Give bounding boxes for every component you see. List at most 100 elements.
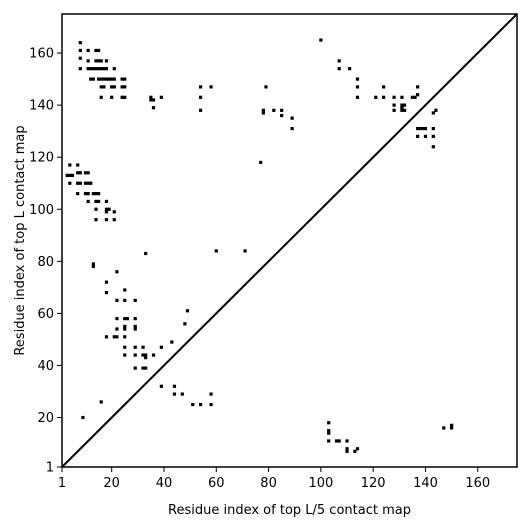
y-tick-label: 20 bbox=[37, 411, 54, 426]
contact-point bbox=[97, 67, 101, 71]
contact-point bbox=[355, 95, 360, 99]
contact-point bbox=[144, 366, 148, 370]
contact-point bbox=[423, 126, 428, 131]
contact-point bbox=[431, 111, 435, 115]
contact-point bbox=[133, 345, 137, 349]
contact-point bbox=[91, 67, 95, 71]
contact-point bbox=[94, 199, 98, 204]
contact-point bbox=[120, 77, 124, 81]
contact-point bbox=[133, 327, 137, 331]
contact-point bbox=[97, 77, 101, 81]
contact-point bbox=[261, 108, 265, 112]
contact-point bbox=[402, 103, 407, 107]
plot-frame bbox=[61, 13, 518, 468]
contact-point bbox=[345, 439, 349, 443]
contact-point bbox=[392, 103, 396, 107]
contact-point bbox=[104, 207, 109, 211]
contact-point bbox=[86, 59, 90, 63]
contact-point bbox=[97, 48, 101, 53]
contact-point bbox=[78, 41, 82, 45]
contact-point bbox=[91, 262, 95, 266]
x-tick-label: 160 bbox=[465, 476, 490, 491]
contact-point bbox=[112, 77, 116, 81]
contact-point bbox=[374, 95, 378, 99]
x-axis-label: Residue index of top L/5 contact map bbox=[168, 503, 411, 518]
contact-point bbox=[99, 59, 103, 63]
contact-point bbox=[94, 48, 98, 53]
contact-point bbox=[334, 439, 339, 443]
contact-point bbox=[123, 95, 127, 99]
contact-point bbox=[104, 280, 109, 284]
contact-point bbox=[86, 199, 90, 204]
contact-point bbox=[94, 67, 98, 71]
diagonal-line bbox=[61, 13, 518, 468]
contact-point bbox=[290, 116, 294, 120]
contact-point bbox=[423, 134, 428, 138]
contact-point bbox=[259, 160, 263, 164]
contact-point bbox=[78, 56, 82, 60]
contact-point bbox=[68, 181, 72, 185]
contact-point bbox=[110, 95, 114, 99]
x-axis-ticks: 1 20 40 60 80 100 120 140 160 bbox=[58, 467, 490, 491]
contact-point bbox=[115, 298, 119, 302]
contact-point bbox=[327, 421, 331, 425]
contact-point bbox=[159, 384, 163, 388]
contact-point bbox=[214, 249, 218, 253]
contact-point bbox=[400, 95, 404, 99]
contact-point bbox=[133, 317, 137, 321]
contact-point bbox=[434, 108, 438, 112]
contact-point bbox=[123, 335, 127, 339]
contact-point bbox=[94, 218, 98, 222]
contact-point bbox=[81, 415, 85, 420]
contact-point bbox=[102, 85, 106, 89]
contact-point bbox=[86, 192, 90, 196]
contact-point bbox=[280, 108, 284, 112]
contact-point bbox=[76, 171, 80, 175]
contact-point bbox=[392, 95, 396, 99]
contact-point bbox=[400, 108, 404, 112]
contact-point bbox=[198, 85, 203, 89]
contact-point bbox=[104, 59, 109, 63]
contact-point bbox=[86, 181, 90, 185]
contact-point bbox=[104, 290, 109, 295]
y-axis-label: Residue index of top L contact map bbox=[13, 125, 28, 355]
contact-point bbox=[89, 77, 93, 81]
y-tick-label: 80 bbox=[37, 255, 54, 270]
contact-point bbox=[123, 77, 127, 81]
contact-point bbox=[97, 199, 101, 204]
contact-point bbox=[141, 366, 145, 370]
contact-point bbox=[133, 366, 137, 370]
contact-point bbox=[382, 85, 386, 89]
contact-point bbox=[198, 402, 203, 407]
contact-point bbox=[327, 428, 331, 433]
contact-point bbox=[68, 173, 72, 178]
contact-point bbox=[104, 218, 109, 222]
contact-point bbox=[141, 353, 145, 357]
contact-point bbox=[272, 108, 276, 112]
contact-point bbox=[261, 111, 265, 115]
contact-point bbox=[94, 192, 98, 196]
contact-point bbox=[86, 67, 90, 71]
contact-point bbox=[133, 324, 137, 329]
contact-point bbox=[123, 317, 127, 321]
contact-point bbox=[76, 163, 80, 167]
contact-point bbox=[353, 449, 357, 453]
contact-point bbox=[151, 98, 156, 102]
contact-point bbox=[76, 181, 80, 185]
contact-point bbox=[400, 103, 404, 107]
contact-point bbox=[99, 400, 103, 404]
contact-point bbox=[91, 264, 95, 269]
x-tick-label: 120 bbox=[361, 476, 386, 491]
contact-point bbox=[89, 181, 93, 185]
contact-point bbox=[112, 335, 116, 339]
contact-point bbox=[319, 38, 323, 42]
contact-point bbox=[78, 67, 82, 71]
contact-point bbox=[112, 210, 116, 214]
contact-point bbox=[159, 345, 163, 349]
contact-point bbox=[99, 85, 103, 89]
y-tick-label: 40 bbox=[37, 359, 54, 374]
contact-point bbox=[144, 251, 148, 256]
x-tick-label: 100 bbox=[308, 476, 333, 491]
contact-point bbox=[144, 353, 148, 357]
contact-point bbox=[68, 163, 72, 167]
